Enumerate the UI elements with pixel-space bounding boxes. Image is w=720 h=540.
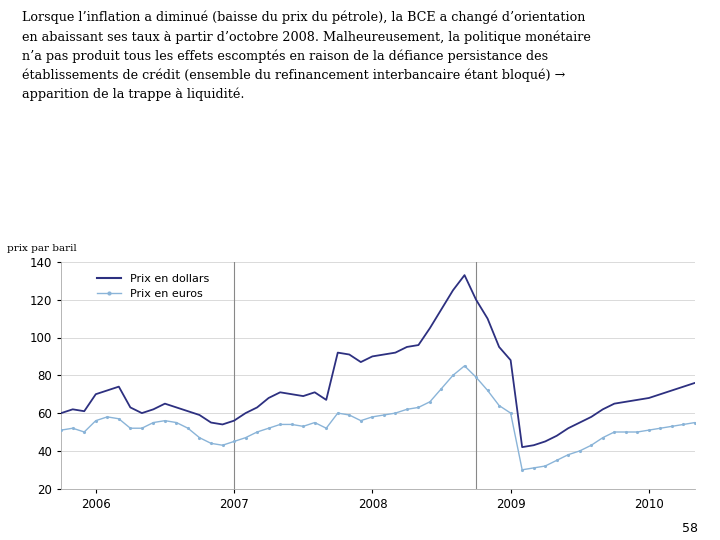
Legend: Prix en dollars, Prix en euros: Prix en dollars, Prix en euros xyxy=(92,269,214,303)
Text: 58: 58 xyxy=(683,522,698,535)
Text: prix par baril: prix par baril xyxy=(7,244,77,253)
Text: Lorsque l’inflation a diminué (baisse du prix du pétrole), la BCE a changé d’ori: Lorsque l’inflation a diminué (baisse du… xyxy=(22,11,590,102)
